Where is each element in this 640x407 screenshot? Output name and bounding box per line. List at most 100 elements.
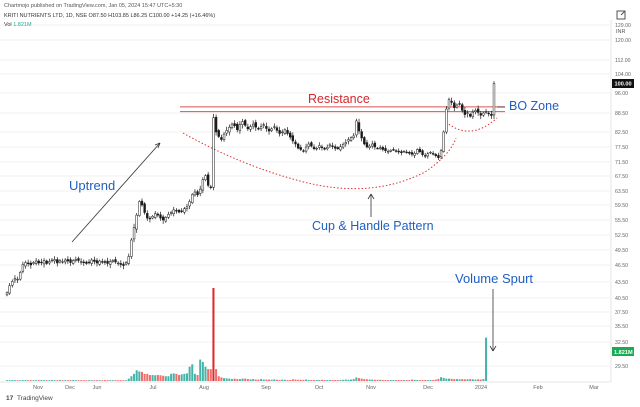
cup-handle-label: Cup & Handle Pattern <box>312 219 434 233</box>
volume-bar <box>64 380 67 381</box>
candle <box>180 208 183 214</box>
volume-bar <box>339 380 342 381</box>
candle <box>87 259 91 265</box>
volume-bar <box>151 375 154 381</box>
price-tick-label: 35.50 <box>615 324 628 330</box>
candle <box>206 171 210 188</box>
candle <box>304 143 308 154</box>
candle <box>405 149 408 154</box>
time-tick-label: Dec <box>423 385 433 391</box>
candle <box>246 123 250 131</box>
candle <box>400 149 403 156</box>
candle <box>479 111 482 120</box>
volume-bar <box>117 380 120 381</box>
candle <box>265 122 268 132</box>
volume-bar <box>336 380 339 381</box>
time-tick-label: Nov <box>366 385 376 391</box>
volume-bar <box>395 380 398 381</box>
volume-bar <box>193 373 196 381</box>
volume-bar <box>103 380 106 381</box>
candle <box>251 120 255 130</box>
candle <box>394 149 398 153</box>
candle <box>416 148 419 155</box>
volume-bar <box>278 380 281 381</box>
time-tick-label: 2024 <box>475 385 487 391</box>
tradingview-logo-icon: 17 <box>6 395 14 402</box>
time-axis[interactable]: Nov Jun Jul Aug Sep Oct Nov Dec 2024 Feb Mar Dec <box>0 381 611 391</box>
volume-bar <box>249 379 252 381</box>
volume-bar <box>254 379 257 381</box>
volume-bar <box>199 359 202 381</box>
candle <box>249 124 252 133</box>
candle <box>357 118 361 135</box>
volume-bar <box>275 379 278 381</box>
candle <box>397 148 400 155</box>
volume-bar <box>45 380 48 381</box>
volume-bar <box>453 379 456 381</box>
volume-bar <box>355 377 358 381</box>
candle <box>132 223 136 243</box>
volume-bar <box>93 380 96 381</box>
price-tick-label: 40.50 <box>615 296 628 302</box>
candle <box>37 259 40 266</box>
volume-bar <box>27 380 30 381</box>
volume-bar <box>426 380 429 381</box>
candle <box>341 142 345 150</box>
volume-bar <box>154 375 157 381</box>
volume-bar <box>77 380 80 381</box>
candle <box>64 258 67 265</box>
candle <box>183 206 186 215</box>
price-tick-label: 104.00 <box>615 72 631 78</box>
volume-bar <box>471 379 474 381</box>
candle <box>71 259 75 265</box>
candle <box>212 113 215 191</box>
volume-bar <box>299 379 302 381</box>
candle <box>421 149 424 157</box>
volume-bar <box>416 380 419 381</box>
volume-bar <box>307 380 310 381</box>
candle <box>138 200 141 217</box>
tradingview-branding[interactable]: 17 TradingView <box>6 395 53 402</box>
candle <box>140 198 144 207</box>
time-tick-label: Jul <box>149 385 156 391</box>
volume-bar <box>455 379 458 381</box>
volume-bar <box>82 380 85 381</box>
volume-bar <box>175 373 178 381</box>
time-tick-label: Aug <box>199 385 209 391</box>
candle <box>167 211 170 220</box>
candle <box>40 258 43 266</box>
candle <box>315 146 318 151</box>
candle <box>77 256 80 263</box>
volume-bar <box>196 375 199 381</box>
candle <box>302 149 305 153</box>
candle <box>175 208 178 214</box>
price-tick-label: 63.50 <box>615 189 628 195</box>
volume-bar <box>16 380 19 381</box>
volume-bar <box>122 380 125 381</box>
candle <box>101 258 104 264</box>
volume-bar <box>127 378 130 381</box>
candle <box>437 152 440 160</box>
symbol-ohlc-line[interactable]: KRITI NUTRIENTS LTD, 1D, NSE O87.50 H103… <box>4 13 216 19</box>
volume-bar <box>69 380 72 381</box>
volume-bar <box>358 378 361 381</box>
volume-bar <box>297 379 300 381</box>
volume-legend[interactable]: Vol 1.821M <box>4 22 32 29</box>
volume-bar <box>392 380 395 381</box>
tradingview-name: TradingView <box>16 395 53 402</box>
candle <box>130 237 133 259</box>
volume-bar <box>397 380 400 381</box>
candle <box>466 110 469 118</box>
expand-icon[interactable] <box>616 10 626 20</box>
candle <box>492 81 496 119</box>
candle <box>363 136 366 146</box>
candle <box>164 216 167 223</box>
publisher-line: Chartmojo published on TradingView.com, … <box>4 3 183 9</box>
candle <box>413 151 416 158</box>
volume-label: Vol <box>4 22 12 28</box>
volume-bar <box>37 380 40 381</box>
volume-bar <box>434 379 437 381</box>
candle <box>458 100 461 106</box>
